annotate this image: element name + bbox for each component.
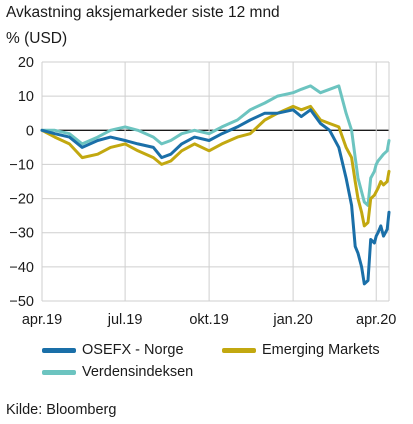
legend-item-verdensindeksen: Verdensindeksen [42, 364, 193, 380]
y-tick-label: −20 [9, 192, 34, 208]
source-note: Kilde: Bloomberg [6, 402, 117, 418]
x-tick-label: jul.19 [107, 312, 143, 328]
legend-label-verdensindeksen: Verdensindeksen [82, 364, 194, 380]
x-tick-label: apr.19 [22, 312, 62, 328]
x-tick-label: okt.19 [189, 312, 229, 328]
series-line-verdensindeksen [40, 84, 391, 207]
legend-swatch-verdensindeksen [42, 369, 76, 375]
y-tick-label: 20 [18, 55, 34, 71]
y-tick-labels: 20 10 0 −10 −20 −30 −40 −50 [9, 55, 34, 310]
series-line-osefx-norge [40, 108, 391, 286]
y-tick-label: −10 [9, 157, 34, 173]
y-tick-label: −50 [9, 294, 34, 310]
series-line-emerging-markets [40, 104, 391, 228]
y-tick-label: 0 [26, 123, 34, 139]
y-axis-unit-label: % (USD) [6, 30, 68, 47]
chart-title: Avkastning aksjemarkeder siste 12 mnd [6, 4, 280, 21]
legend-label-emerging-markets: Emerging Markets [262, 342, 380, 358]
legend-swatch-emerging-markets [222, 347, 256, 353]
y-tick-label: −30 [9, 226, 34, 242]
gridlines [41, 61, 390, 302]
x-tick-label: jan.20 [272, 312, 313, 328]
y-tick-label: 10 [18, 89, 34, 105]
legend-label-osefx: OSEFX - Norge [82, 342, 184, 358]
series-lines [40, 84, 391, 286]
x-tick-label: apr.20 [356, 312, 396, 328]
line-chart: 20 10 0 −10 −20 −30 −40 −50 apr.19 jul.19 okt.19 j… [9, 55, 397, 328]
legend-item-osefx: OSEFX - Norge [42, 342, 184, 358]
x-tick-labels: apr.19 jul.19 okt.19 jan.20 apr.20 [22, 312, 397, 328]
legend-swatch-osefx [42, 347, 76, 353]
legend-item-emerging-markets: Emerging Markets [222, 342, 380, 358]
y-tick-label: −40 [9, 260, 34, 276]
